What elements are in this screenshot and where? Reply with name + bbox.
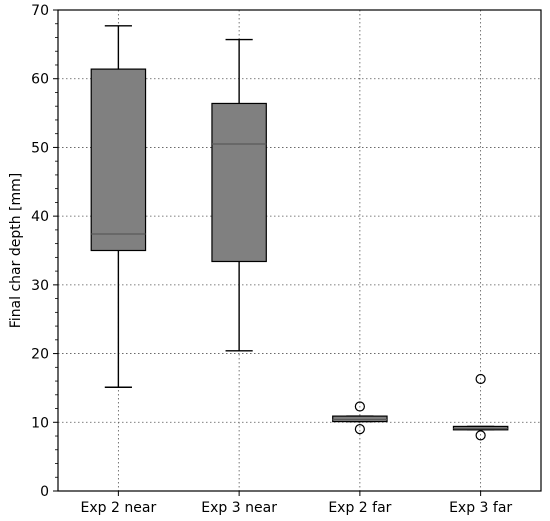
y-tick-label: 50 xyxy=(31,140,49,156)
x-tick-label: Exp 3 near xyxy=(201,500,277,516)
iqr-box xyxy=(211,102,267,263)
box-exp-3-near xyxy=(211,38,267,352)
outlier-point xyxy=(354,401,365,412)
outlier-point xyxy=(475,430,486,441)
x-tick-label: Exp 3 far xyxy=(449,500,512,516)
box-exp-3-far xyxy=(452,373,509,441)
box-exp-2-far xyxy=(332,401,388,435)
iqr-box xyxy=(90,68,147,252)
axis-ticks: 0 10 20 30 40 50 60 70 Exp 2 near Exp 3 near Exp 2… xyxy=(31,3,512,516)
y-axis-label: Final char depth [mm] xyxy=(8,173,24,328)
y-tick-label: 0 xyxy=(40,484,49,500)
box-exp-2-near xyxy=(90,25,147,388)
y-tick-label: 10 xyxy=(31,415,49,431)
y-tick-label: 40 xyxy=(31,209,49,225)
y-tick-label: 30 xyxy=(31,278,49,294)
outlier-point xyxy=(475,373,486,385)
plot-frame xyxy=(57,9,542,492)
x-tick-label: Exp 2 near xyxy=(81,500,157,516)
y-tick-label: 60 xyxy=(31,72,49,88)
iqr-box xyxy=(332,415,388,423)
y-tick-label: 70 xyxy=(31,3,49,19)
boxes xyxy=(90,25,509,441)
y-tick-label: 20 xyxy=(31,347,49,363)
outlier-point xyxy=(354,424,365,435)
x-tick-label: Exp 2 far xyxy=(328,500,391,516)
